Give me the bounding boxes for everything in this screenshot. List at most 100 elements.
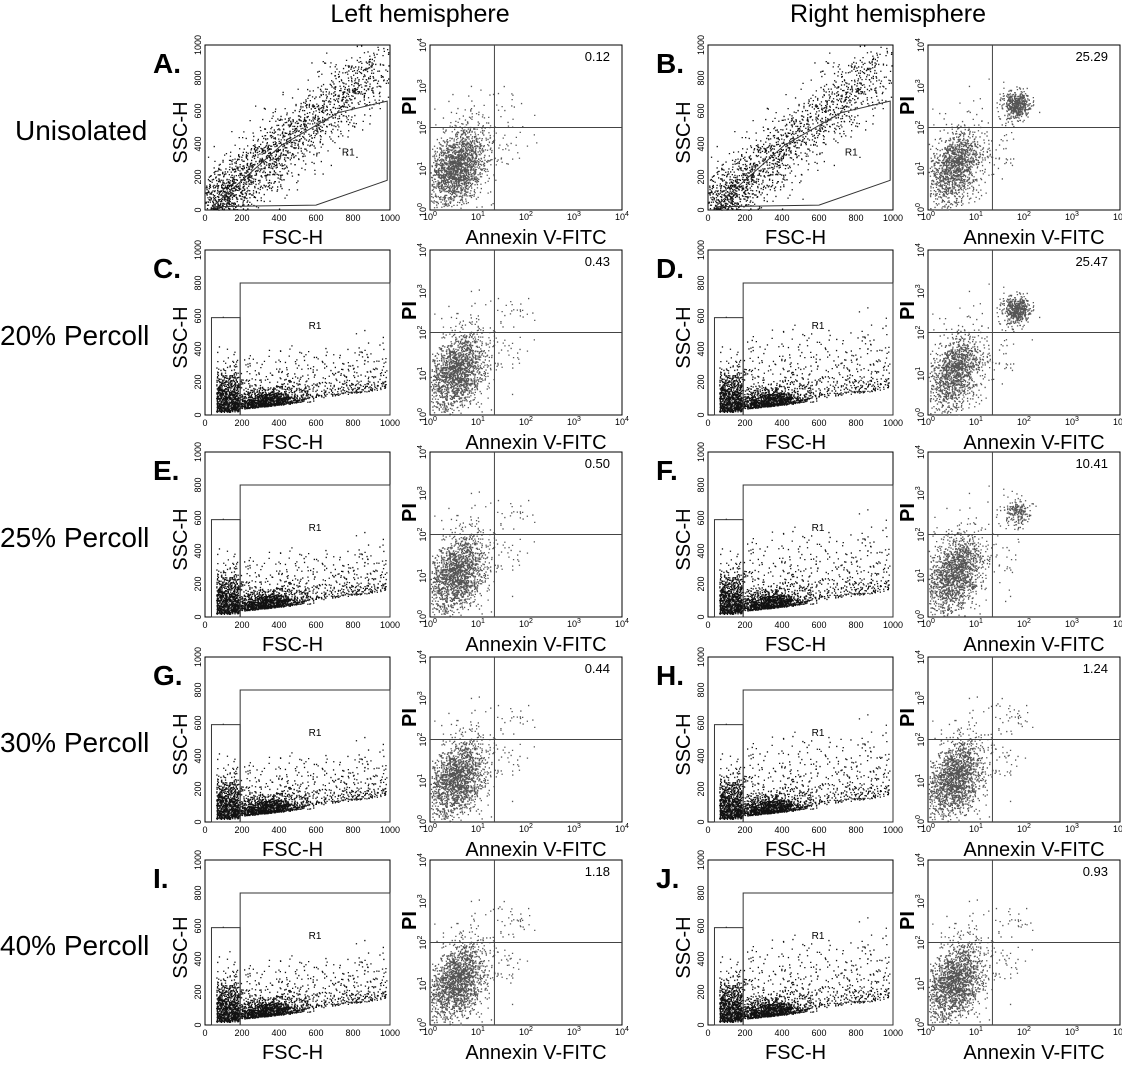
x-tick-label: 400 [774,620,789,630]
x-tick-label: 400 [271,213,286,223]
y-log-tick-label: 102 [915,325,926,339]
upper-right-percent: 25.47 [1075,254,1108,269]
y-tick-label: 0 [193,819,203,824]
y-log-tick-label: 104 [915,650,926,664]
y-tick-label: 800 [193,682,203,697]
y-log-tick-label: 101 [417,977,428,991]
x-tick-label: 800 [345,418,360,428]
y-tick-label: 0 [696,412,706,417]
x-log-tick-label: 100 [423,211,437,222]
y-tick-label: 600 [193,715,203,730]
x-log-tick-label: 102 [1017,211,1031,222]
x-log-tick-label: 100 [921,1026,935,1037]
y-log-tick-label: 100 [915,408,926,422]
x-tick-label: 1000 [380,1028,400,1038]
y-log-tick-label: 102 [417,935,428,949]
y-axis-label: PI [399,911,421,930]
fsc-ssc-plot-frame [707,859,894,1026]
x-axis-label: FSC-H [262,1042,323,1064]
panel-i: R1 0 200 400 600 800 1000 0 200 400 600 800 1000 FSC-… [0,850,629,1064]
x-log-tick-label: 103 [1065,618,1079,629]
y-tick-label: 800 [193,275,203,290]
y-log-tick-label: 103 [915,894,926,908]
y-log-tick-label: 101 [417,162,428,176]
y-log-tick-label: 103 [915,284,926,298]
y-tick-label: 200 [696,374,706,389]
y-tick-label: 200 [696,984,706,999]
x-log-tick-label: 103 [567,416,581,427]
y-axis-label: PI [897,301,919,320]
x-axis-label: Annexin V-FITC [963,227,1104,249]
x-tick-label: 200 [234,1028,249,1038]
y-axis-label: SSC-H [673,306,695,368]
y-log-tick-label: 103 [417,284,428,298]
y-tick-label: 200 [193,781,203,796]
annexin-events-dots [430,289,536,416]
y-log-tick-label: 100 [915,815,926,829]
y-tick-label: 600 [696,715,706,730]
annexin-events-dots [928,899,1034,1026]
row-condition-label: 20% Percoll [0,320,149,351]
x-tick-label: 600 [811,418,826,428]
y-tick-label: 0 [696,819,706,824]
x-tick-label: 0 [705,213,710,223]
y-tick-label: 400 [193,136,203,151]
annexin-events-dots [430,491,536,618]
y-log-tick-label: 102 [417,732,428,746]
x-log-tick-label: 100 [921,416,935,427]
y-tick-label: 800 [696,275,706,290]
gate-r1-box [239,892,391,1026]
y-tick-label: 600 [193,510,203,525]
y-tick-label: 1000 [696,647,706,667]
x-log-tick-label: 103 [567,211,581,222]
x-log-tick-label: 100 [423,416,437,427]
y-axis-label: PI [897,911,919,930]
x-tick-label: 200 [737,213,752,223]
y-log-tick-label: 104 [417,243,428,257]
y-log-tick-label: 101 [915,977,926,991]
x-tick-label: 1000 [883,620,903,630]
y-tick-label: 800 [193,885,203,900]
x-tick-label: 600 [811,825,826,835]
x-tick-label: 1000 [883,825,903,835]
panel-letter: I. [153,863,169,894]
y-tick-label: 600 [193,103,203,118]
y-tick-label: 800 [696,682,706,697]
panel-letter: E. [153,455,179,486]
x-tick-label: 1000 [380,418,400,428]
x-log-tick-label: 103 [1065,416,1079,427]
y-log-tick-label: 104 [915,853,926,867]
x-log-tick-label: 104 [615,1026,629,1037]
x-tick-label: 1000 [883,1028,903,1038]
panel-letter: D. [656,253,684,284]
y-tick-label: 0 [696,207,706,212]
cell-events-dots [708,45,893,211]
gate-r1-label: R1 [812,321,825,332]
y-tick-label: 1000 [193,850,203,870]
x-axis-label: Annexin V-FITC [963,634,1104,656]
x-axis-label: FSC-H [262,839,323,861]
x-axis-label: Annexin V-FITC [465,227,606,249]
y-tick-label: 1000 [696,240,706,260]
annexin-events-dots [928,78,1041,211]
y-axis-label: PI [897,96,919,115]
x-log-tick-label: 100 [921,823,935,834]
y-log-tick-label: 103 [915,691,926,705]
x-log-tick-label: 104 [615,618,629,629]
y-tick-label: 800 [696,70,706,85]
y-log-tick-label: 101 [915,569,926,583]
y-tick-label: 200 [193,984,203,999]
y-tick-label: 600 [193,308,203,323]
y-axis-label: PI [399,301,421,320]
x-log-tick-label: 104 [1113,211,1122,222]
fsc-ssc-plot-frame [707,656,894,823]
y-tick-label: 400 [696,341,706,356]
upper-right-percent: 25.29 [1075,49,1108,64]
x-log-tick-label: 104 [1113,618,1122,629]
y-log-tick-label: 103 [417,894,428,908]
annexin-events-dots [430,899,536,1026]
x-log-tick-label: 101 [471,1026,485,1037]
gate-r1-label: R1 [309,523,322,534]
row-condition-label: 30% Percoll [0,727,149,758]
x-tick-label: 800 [345,1028,360,1038]
